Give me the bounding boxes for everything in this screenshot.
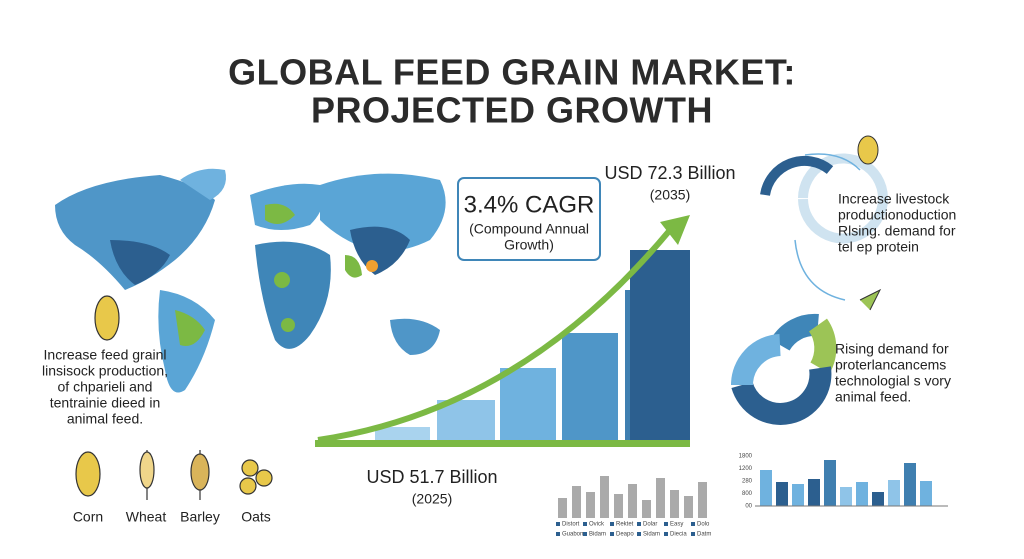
legend-swatch: [637, 522, 641, 526]
ring-arc: [760, 155, 834, 196]
axis-label: 00: [745, 504, 752, 510]
legend-swatch: [583, 532, 587, 536]
note-line: Rlsing. demand for: [838, 223, 956, 239]
axis-label: 800: [742, 491, 753, 497]
cagr-note: (Compound Annual: [469, 221, 589, 237]
legend-label: Bidam: [589, 532, 606, 538]
legend-label: Guabom: [562, 532, 585, 538]
legend-label: Diecia: [670, 532, 687, 538]
note-line: tentrainie dieed in: [50, 395, 161, 411]
end-year: (2035): [650, 187, 690, 203]
note-line: Rising demand for: [835, 341, 949, 357]
legend-label: Distort: [562, 522, 580, 528]
small-chart: [558, 476, 707, 518]
cagr-headline: 3.4% CAGR: [464, 191, 595, 218]
note-line: productionoduction: [838, 207, 956, 223]
legend-swatch: [637, 532, 641, 536]
axis-label: 280: [742, 479, 753, 485]
note-line: Increase livestock: [838, 191, 950, 207]
grain-label: Wheat: [126, 509, 167, 525]
axis-label: 1200: [739, 466, 753, 472]
cagr-box: [457, 177, 601, 261]
note-line: Increase feed grainl: [44, 347, 167, 363]
small-chart-legend: Distort Ovick Rektet Dolar Easy Dolo Guabom Bid…: [556, 522, 711, 538]
axis-label: 1800: [739, 454, 753, 460]
legend-swatch: [583, 522, 587, 526]
legend-swatch: [556, 522, 560, 526]
legend-swatch: [610, 532, 614, 536]
start-year: (2025): [412, 491, 452, 507]
legend-label: Easy: [670, 522, 683, 528]
grain-icons: [75, 295, 273, 500]
legend-swatch: [664, 532, 668, 536]
start-value: USD 51.7 Billion: [366, 467, 497, 487]
cagr-note: Growth): [504, 237, 554, 253]
legend-label: Ovick: [589, 522, 605, 528]
note-line: linsisock production,: [42, 363, 168, 379]
right-chart-axis: 1800 1200 280 800 00: [739, 454, 753, 510]
legend-swatch: [610, 522, 614, 526]
legend-label: Datm: [697, 532, 711, 538]
grain-label: Corn: [73, 509, 103, 525]
legend-label: Deapo: [616, 532, 634, 538]
legend-swatch: [691, 532, 695, 536]
title-line: PROJECTED GROWTH: [311, 90, 713, 131]
legend-swatch: [556, 532, 560, 536]
grain-label: Barley: [180, 509, 220, 525]
note-line: tel ep protein: [838, 239, 919, 255]
legend-label: Sidam: [643, 532, 660, 538]
leaf-icon: [859, 288, 882, 311]
right-chart: [755, 460, 948, 507]
note-line: animal feed.: [67, 411, 143, 427]
grain-icon: [857, 135, 879, 165]
legend-label: Rektet: [616, 522, 634, 528]
note-line: of chparieli and: [58, 379, 153, 395]
connector: [804, 153, 861, 171]
connector: [794, 239, 846, 301]
end-value: USD 72.3 Billion: [604, 163, 735, 183]
grain-label: Oats: [241, 509, 271, 525]
growth-bars: [315, 215, 690, 447]
note-line: animal feed.: [835, 389, 911, 405]
note-line: proterlancancems: [835, 357, 946, 373]
legend-swatch: [664, 522, 668, 526]
title-line: GLOBAL FEED GRAIN MARKET:: [228, 52, 796, 93]
legend-swatch: [691, 522, 695, 526]
left-note: Increase feed grainl linsisock productio…: [42, 347, 168, 427]
world-map: [55, 168, 446, 393]
legend-label: Dolar: [643, 522, 657, 528]
legend-label: Dolo: [697, 522, 710, 528]
donut: [730, 313, 837, 425]
note-line: technologial s vory: [835, 373, 951, 389]
